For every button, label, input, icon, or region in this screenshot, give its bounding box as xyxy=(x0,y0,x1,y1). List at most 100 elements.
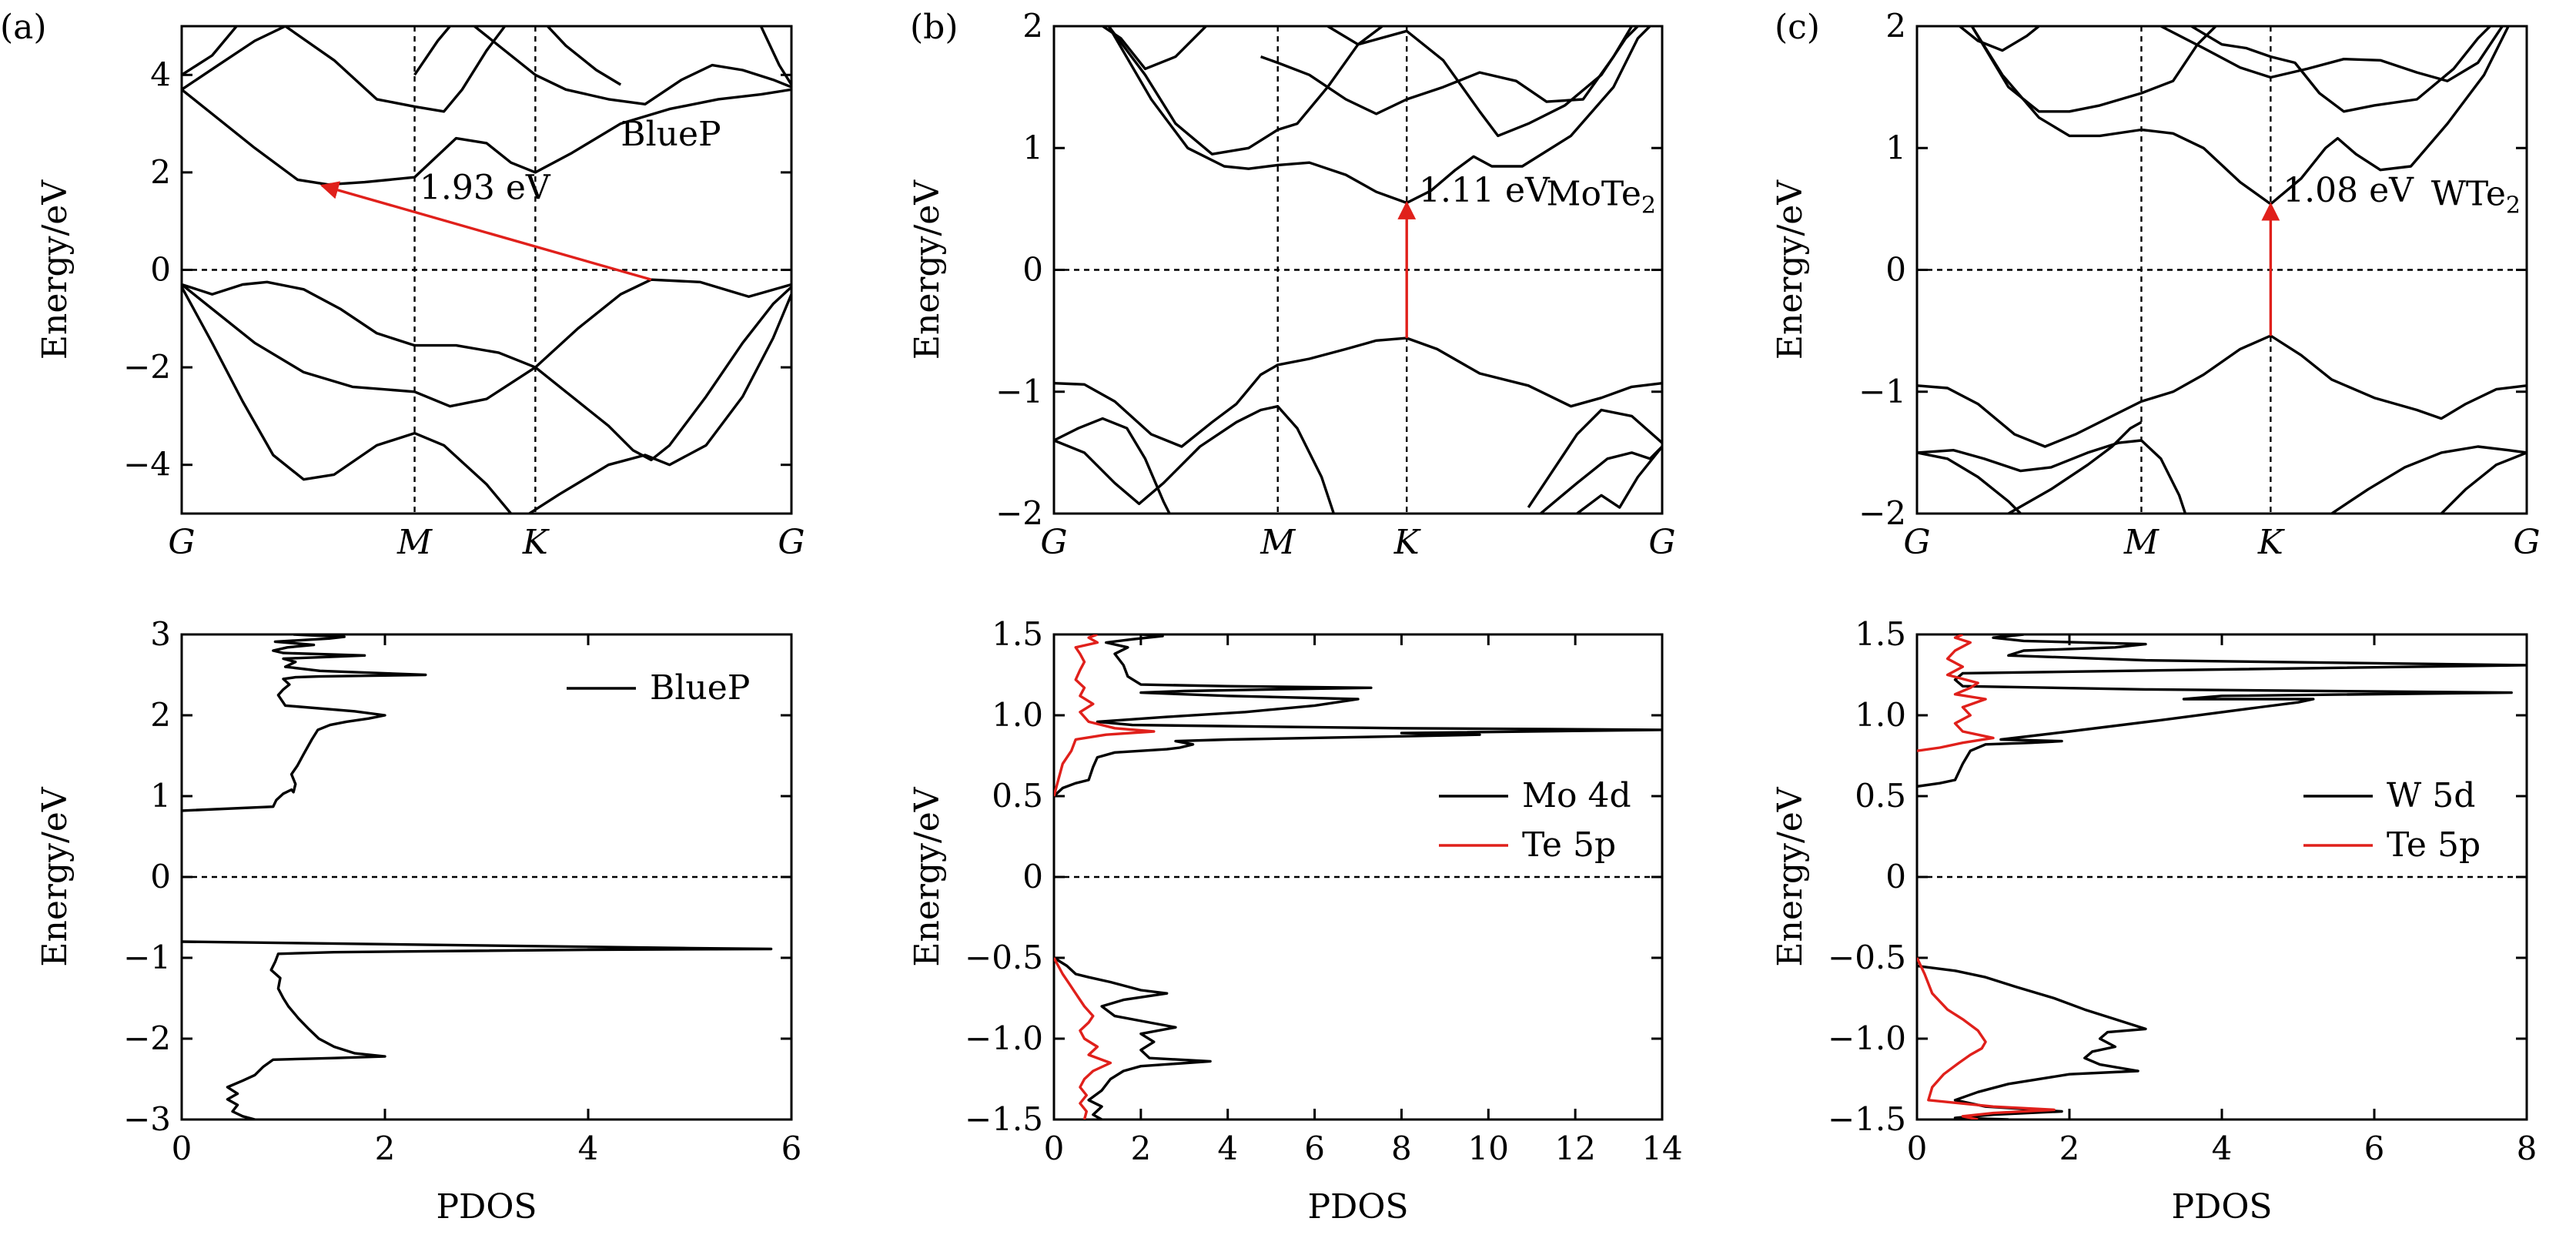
y-tick-label: 2 xyxy=(1885,7,1906,45)
y-tick-label: −0.5 xyxy=(965,939,1043,976)
y-axis-label: Energy/eV xyxy=(1771,786,1810,966)
x-tick-label: 14 xyxy=(1641,1130,1682,1167)
y-tick-label: 1.5 xyxy=(1855,615,1906,653)
series-line-4 xyxy=(2190,26,2491,113)
series-line-5 xyxy=(1917,334,2527,448)
kpoint-label: M xyxy=(1260,523,1296,562)
series-line-3 xyxy=(2160,26,2504,82)
x-tick-label: 6 xyxy=(1304,1130,1325,1167)
y-tick-label: 0 xyxy=(1885,251,1906,289)
series-line-0 xyxy=(1970,26,2510,206)
x-tick-label: 0 xyxy=(172,1130,192,1167)
y-tick-label: −3 xyxy=(123,1100,171,1138)
series-group xyxy=(182,634,773,1120)
bandgap-label: 1.08 eV xyxy=(2283,171,2414,210)
bandgap-arrow xyxy=(319,181,652,281)
panel-4: −1.5 −1.0 −0.5 0 0.5 1.0 1.5 0 2 4 6 8 10 12 14 Energy/… xyxy=(908,615,1683,1227)
bandgap-label: 1.93 eV xyxy=(420,169,551,208)
y-tick-label: 0 xyxy=(150,858,171,895)
legend-label: W 5d xyxy=(2387,776,2475,815)
series-line-2 xyxy=(182,26,238,76)
panel-letter: (c) xyxy=(1775,8,1820,47)
y-axis-label: Energy/eV xyxy=(1771,179,1810,360)
kpoint-label: G xyxy=(2513,523,2540,562)
series-line-8 xyxy=(2007,420,2143,514)
kpoint-label: G xyxy=(1903,523,1930,562)
material-label: WTe2 xyxy=(2431,175,2521,219)
series-line-8 xyxy=(182,278,791,408)
x-tick-label: 4 xyxy=(2212,1130,2233,1167)
y-tick-label: 1.5 xyxy=(992,615,1043,653)
x-tick-label: 4 xyxy=(1217,1130,1238,1167)
legend-label: Te 5p xyxy=(2387,825,2481,865)
series-line-6 xyxy=(1054,405,1336,514)
panel-5: −1.5 −1.0 −0.5 0 0.5 1.0 1.5 0 2 4 6 8 Energy/eV PDOS… xyxy=(1771,615,2537,1227)
series-line-0 xyxy=(1917,634,2527,788)
y-axis-label: Energy/eV xyxy=(35,179,75,360)
y-tick-label: 1 xyxy=(1885,129,1906,166)
y-tick-label: 3 xyxy=(150,615,171,653)
series-line-0 xyxy=(1054,634,1662,798)
kpoint-label: G xyxy=(1648,523,1675,562)
panel-letter: (b) xyxy=(910,8,958,47)
material-label: BlueP xyxy=(621,115,721,154)
kpoint-label: K xyxy=(2257,523,2285,562)
y-tick-label: −4 xyxy=(123,446,171,484)
y-tick-label: −0.5 xyxy=(1828,939,1906,976)
series-line-3 xyxy=(413,26,451,76)
series-line-1 xyxy=(1917,964,2147,1120)
y-tick-label: −1 xyxy=(995,373,1043,410)
series-line-10 xyxy=(528,293,791,514)
kpoint-label: K xyxy=(1393,523,1421,562)
y-tick-label: −1.0 xyxy=(1828,1019,1906,1057)
series-line-9 xyxy=(2330,445,2527,514)
legend-label: Te 5p xyxy=(1522,825,1616,865)
x-tick-label: 2 xyxy=(2059,1130,2080,1167)
y-tick-label: 2 xyxy=(150,153,171,191)
kpoint-label: M xyxy=(396,523,433,562)
y-tick-label: 2 xyxy=(150,696,171,734)
y-tick-label: −2 xyxy=(123,1019,171,1057)
series-line-5 xyxy=(546,26,622,86)
y-tick-label: 0.5 xyxy=(992,777,1043,815)
panel-letter: (a) xyxy=(0,8,47,47)
series-group xyxy=(1054,634,1662,1120)
series-line-0 xyxy=(1107,26,1383,156)
panel-0: −4 −2 0 2 4 G M K G Energy/eV (a) 1.93 eV BlueP xyxy=(0,8,805,562)
y-tick-label: 1 xyxy=(150,777,171,815)
x-tick-label: 6 xyxy=(781,1130,802,1167)
kpoint-label: M xyxy=(2123,523,2159,562)
legend-label: Mo 4d xyxy=(1522,776,1631,815)
kpoint-label: G xyxy=(1040,523,1067,562)
series-line-7 xyxy=(182,280,791,462)
y-axis-label: Energy/eV xyxy=(908,179,947,360)
y-tick-label: −1.5 xyxy=(965,1100,1043,1138)
kpoint-label: G xyxy=(168,523,195,562)
series-line-9 xyxy=(182,286,513,514)
x-tick-label: 4 xyxy=(578,1130,599,1167)
series-line-10 xyxy=(1576,445,1662,514)
x-tick-label: 0 xyxy=(1907,1130,1928,1167)
y-axis-label: Energy/eV xyxy=(908,786,947,966)
series-line-9 xyxy=(1539,445,1662,514)
y-tick-label: −2 xyxy=(1858,494,1906,532)
x-tick-label: 12 xyxy=(1554,1130,1595,1167)
series-line-3 xyxy=(1260,26,1633,115)
series-group xyxy=(1917,634,2527,1120)
x-axis-label: PDOS xyxy=(1307,1187,1408,1227)
x-tick-label: 2 xyxy=(1130,1130,1151,1167)
y-tick-label: −2 xyxy=(995,494,1043,532)
y-tick-label: 1.0 xyxy=(992,696,1043,734)
series-line-7 xyxy=(1054,417,1171,514)
y-tick-label: 2 xyxy=(1022,7,1043,45)
y-tick-label: 0.5 xyxy=(1855,777,1906,815)
series-line-5 xyxy=(1054,336,1662,448)
bandgap-label: 1.11 eV xyxy=(1419,171,1551,210)
panel-2: −2 −1 0 1 2 G M K G Energy/eV (c) 1.08 eV WTe2 xyxy=(1771,7,2541,562)
y-tick-label: −1 xyxy=(123,939,171,976)
material-label: MoTe2 xyxy=(1546,175,1656,219)
kpoint-label: G xyxy=(778,523,805,562)
kpoint-label: K xyxy=(522,523,550,562)
series-line-4 xyxy=(473,26,791,105)
